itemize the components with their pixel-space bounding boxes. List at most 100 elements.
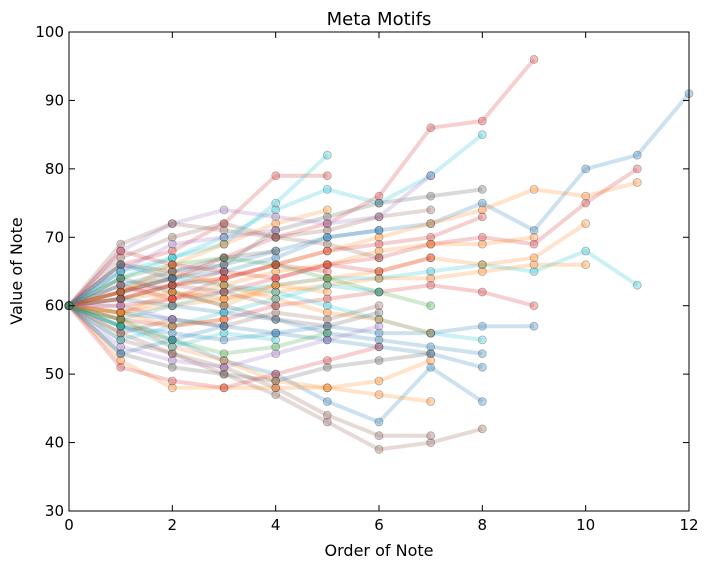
data-point (219, 362, 229, 372)
data-point (219, 294, 229, 304)
data-point (271, 232, 281, 242)
data-point (529, 253, 539, 263)
data-point (116, 335, 126, 345)
data-point (529, 55, 539, 64)
data-point (271, 225, 281, 235)
series-1 (64, 55, 539, 311)
series-line (68, 303, 225, 329)
data-point (271, 294, 281, 304)
data-point (322, 294, 332, 304)
series-21 (64, 273, 487, 345)
data-point (116, 328, 126, 338)
series-line (68, 283, 328, 315)
y-tick-label: 70 (45, 228, 64, 246)
data-point (426, 219, 436, 229)
data-point (167, 342, 177, 352)
data-point (116, 308, 126, 318)
data-point (116, 273, 126, 283)
data-point (477, 287, 487, 297)
data-point (529, 321, 539, 331)
series-line (68, 303, 534, 342)
data-point (426, 438, 436, 448)
data-point (219, 273, 229, 283)
data-point (374, 308, 384, 318)
data-point (426, 328, 436, 338)
data-point (529, 267, 539, 276)
data-point (219, 267, 229, 276)
data-point (219, 239, 229, 249)
series-29 (64, 267, 436, 338)
x-tick-label: 2 (168, 516, 178, 534)
series-27 (64, 301, 436, 393)
data-point (322, 239, 332, 249)
data-point (116, 321, 126, 331)
data-point (426, 253, 436, 263)
data-point (271, 280, 281, 290)
data-point (477, 335, 487, 345)
data-point (219, 362, 229, 372)
data-point (271, 253, 281, 263)
data-point (116, 267, 126, 276)
data-point (374, 191, 384, 201)
data-point (529, 301, 539, 311)
series-line (68, 303, 328, 356)
data-point (116, 287, 126, 297)
data-point (167, 328, 177, 338)
data-point (374, 301, 384, 311)
series-line (67, 304, 225, 356)
data-point (322, 171, 332, 181)
data-point (219, 267, 229, 276)
data-point (116, 342, 126, 352)
data-point (426, 239, 436, 249)
series-line (67, 228, 380, 308)
series-34 (64, 301, 384, 338)
data-point (322, 301, 332, 311)
data-point (426, 349, 436, 359)
data-point (374, 321, 384, 331)
data-point (219, 294, 229, 304)
series-line (67, 283, 380, 342)
data-point (271, 328, 281, 338)
data-point (271, 390, 281, 400)
data-point (167, 301, 177, 311)
series-11 (64, 301, 436, 406)
data-point (477, 267, 487, 276)
data-point (322, 356, 332, 365)
data-point (374, 431, 384, 441)
data-point (632, 178, 642, 187)
data-point (167, 349, 177, 359)
data-point (116, 335, 126, 345)
data-point (271, 246, 281, 256)
series-layer (64, 55, 694, 454)
data-point (322, 335, 332, 345)
data-point (116, 349, 126, 359)
data-point (581, 191, 591, 201)
data-point (219, 260, 229, 270)
data-point (426, 171, 436, 181)
series-line (67, 173, 328, 308)
series-line (67, 249, 225, 308)
data-point (271, 335, 281, 345)
data-point (116, 301, 126, 311)
data-point (271, 198, 281, 208)
data-point (167, 335, 177, 345)
series-47 (64, 273, 177, 311)
series-line (68, 187, 483, 308)
data-point (271, 301, 281, 311)
data-point (271, 171, 281, 181)
series-line (68, 283, 277, 308)
data-point (116, 294, 126, 304)
series-line (68, 180, 638, 308)
data-point (116, 267, 126, 276)
data-point (167, 280, 177, 290)
data-point (271, 232, 281, 242)
data-point (477, 349, 487, 359)
data-point (271, 308, 281, 318)
series-line (68, 249, 639, 322)
series-26 (64, 301, 384, 372)
data-point (219, 356, 229, 365)
data-point (116, 287, 126, 297)
data-point (219, 321, 229, 331)
data-point (374, 267, 384, 276)
